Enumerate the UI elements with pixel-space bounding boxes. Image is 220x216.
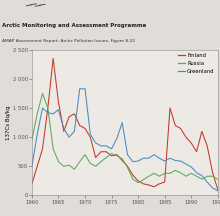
Legend: Finland, Russia, Greenland: Finland, Russia, Greenland: [177, 52, 215, 74]
Text: Arctic Monitoring and Assessment Programme: Arctic Monitoring and Assessment Program…: [2, 23, 147, 28]
Y-axis label: 137Cs Bq/kg: 137Cs Bq/kg: [6, 105, 11, 140]
Text: AMAP Assessment Report: Arctic Pollution Issues, Figure 8.22: AMAP Assessment Report: Arctic Pollution…: [2, 39, 135, 43]
